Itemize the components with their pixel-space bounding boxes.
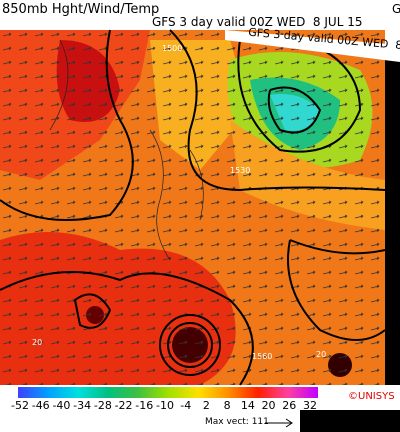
contours [0,29,386,386]
colorbar-label: -34 [73,399,92,412]
colorbar-label: 8 [223,399,231,412]
wind-vectors [0,30,385,385]
coastlines [49,39,204,261]
colorbar-label: 14 [240,399,255,412]
subtitle: GFS 3 day valid 00Z WED 8 JUL 15 [152,15,363,29]
contour-label: 1530 [230,166,251,175]
black-box [300,410,400,432]
colorbar-label: -16 [135,399,154,412]
credit: ©UNISYS [348,391,395,402]
colorbar-label: -46 [31,399,50,412]
colorbar-label: 2 [202,399,210,412]
corner-label: G [392,2,400,16]
colorbar-label: -22 [114,399,133,412]
contour-label: 20 [32,338,43,347]
colorbar-label: 32 [303,399,317,412]
vector-arrow [265,418,293,428]
title: 850mb Hght/Wind/Temp [2,2,160,17]
max-vector: Max vect: 111 [205,417,269,427]
colorbar-label: -40 [52,399,71,412]
colorbar [18,387,318,398]
contour-label: 20 [316,350,327,359]
colorbar-label: -28 [93,399,112,412]
contour-label: 1560 [252,352,273,361]
colorbar-label: -52 [11,399,29,412]
edge-strip [385,55,400,385]
label-band [225,30,400,62]
contour-label: 1500 [162,44,183,53]
colorbar-label: -10 [156,399,174,412]
colorbar-label: -4 [180,399,192,412]
colorbar-label: 20 [261,399,276,412]
colorbar-label: 26 [282,399,297,412]
